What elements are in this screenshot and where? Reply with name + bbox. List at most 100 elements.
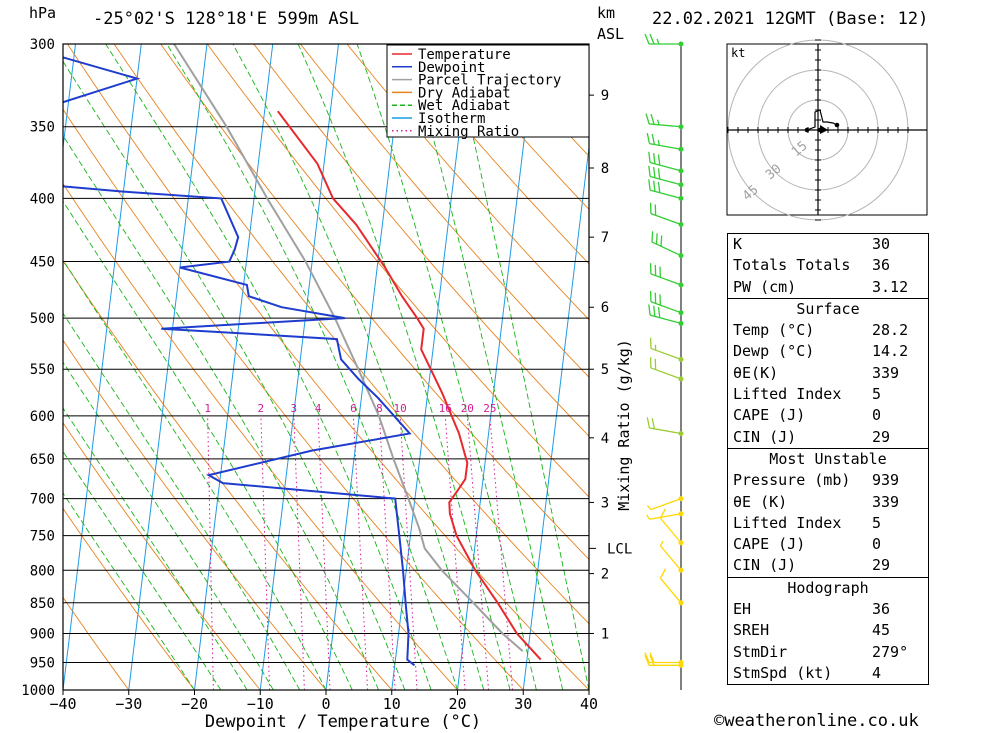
- wind-barb-half: [659, 540, 664, 547]
- index-label: CIN (J): [733, 556, 797, 575]
- x-tick-label: −10: [247, 695, 274, 713]
- wind-barb-flag: [651, 231, 654, 243]
- index-row: CAPE (J) 0: [728, 405, 928, 426]
- index-row: θE(K) 339: [728, 363, 928, 384]
- mixing-ratio-line: [352, 415, 369, 690]
- index-value: 29: [872, 556, 891, 575]
- legend-label: Isotherm: [418, 111, 485, 127]
- index-row: Temp (°C) 28.2: [728, 320, 928, 341]
- wind-barb-staff: [649, 513, 682, 520]
- height-km-label: 4: [601, 431, 609, 447]
- x-tick-label: −20: [181, 695, 208, 713]
- wet-adiabat-line: [407, 44, 564, 690]
- index-row: Lifted Index 5: [728, 384, 928, 405]
- height-km-label: 7: [601, 230, 609, 246]
- wind-barb-flag: [657, 154, 661, 166]
- most-unstable-section-title: Most Unstable: [728, 447, 928, 470]
- pressure-tick-label: 550: [30, 362, 55, 378]
- wind-barb-flag: [648, 304, 651, 316]
- surface-section-title: Surface: [728, 297, 928, 320]
- wind-barb-flag: [651, 418, 656, 429]
- mixing-ratio-line: [489, 415, 514, 690]
- index-value: 339: [872, 492, 900, 511]
- dry-adiabat-line: [67, 44, 589, 690]
- mixing-ratio-line: [378, 415, 396, 690]
- dry-adiabat-line: [346, 44, 589, 321]
- index-row: K 30: [728, 234, 928, 255]
- mixing-ratio-label: 10: [393, 402, 406, 415]
- pressure-tick-label: 750: [30, 529, 55, 545]
- mixing-ratio-label: 4: [315, 402, 322, 415]
- wind-barb: [659, 540, 682, 571]
- wind-barb-flag: [644, 33, 650, 45]
- wind-barb: [659, 508, 682, 544]
- index-row: Totals Totals 36: [728, 255, 928, 276]
- index-label: EH: [733, 600, 752, 619]
- mixing-ratio-labels: 1 2 3 4 6 8 10 16 20 25: [204, 402, 496, 415]
- index-value: 29: [872, 427, 891, 446]
- wet-adiabat-line: [356, 44, 537, 690]
- height-km-label: 1: [601, 626, 609, 642]
- index-value: 0: [872, 535, 882, 554]
- index-label: Temp (°C): [733, 321, 815, 340]
- wind-barb-flag: [646, 417, 651, 429]
- wind-barb-flag: [652, 153, 656, 164]
- wind-barb-flag: [654, 292, 657, 304]
- wind-barb-half: [654, 344, 657, 351]
- pressure-tick-label: 300: [30, 37, 55, 53]
- mixing-ratio-label: 8: [376, 402, 383, 415]
- wet-adiabat-line: [452, 44, 589, 690]
- wind-barb-staff: [650, 273, 682, 286]
- temperature-curve: [277, 110, 542, 661]
- pressure-tick-label: 950: [30, 655, 55, 671]
- index-row: SREH 45: [728, 620, 928, 641]
- wind-barb: [648, 151, 682, 172]
- mixing-ratio-label: 2: [258, 402, 265, 415]
- wind-barb-flag: [652, 167, 656, 178]
- x-tick-label: 20: [448, 695, 466, 713]
- wind-barb: [644, 33, 681, 45]
- pressure-tick-label: 600: [30, 409, 55, 425]
- wind-barb-flag: [654, 264, 657, 276]
- index-label: Pressure (mb): [733, 471, 851, 490]
- dry-adiabat-line: [393, 44, 589, 265]
- wind-barb-flag: [657, 168, 661, 180]
- index-label: Lifted Index: [733, 385, 842, 404]
- wind-barb-flag: [649, 290, 652, 302]
- x-tick-label: 30: [514, 695, 532, 713]
- wind-barb: [651, 231, 682, 257]
- location-title: -25°02'S 128°18'E 599m ASL: [93, 9, 360, 29]
- index-row: StmSpd (kt) 4: [728, 663, 928, 684]
- wind-barb-flag: [659, 568, 667, 579]
- index-row: EH 36: [728, 599, 928, 620]
- hodograph-trace: [806, 109, 838, 131]
- legend-box: [386, 44, 590, 138]
- wind-barb: [648, 304, 682, 325]
- index-row: PW (cm) 3.12: [728, 277, 928, 298]
- wind-barb-flag: [651, 133, 656, 145]
- wind-barb-staff: [659, 545, 682, 571]
- height-unit-asl: ASL: [597, 25, 625, 43]
- wet-adiabat-line: [63, 60, 406, 690]
- wind-barb-flag: [649, 652, 655, 663]
- mixing-ratio-line: [444, 415, 466, 690]
- isotherm-line: [259, 44, 340, 690]
- wind-barb-column: [644, 33, 684, 690]
- wind-barb: [648, 165, 682, 186]
- wind-barb-staff: [650, 347, 682, 360]
- dry-adiabat-line: [63, 596, 130, 690]
- index-label: CAPE (J): [733, 535, 806, 554]
- legend-label: Temperature: [418, 47, 511, 63]
- x-tick-label: −30: [115, 695, 142, 713]
- mixing-ratio-label: 6: [350, 402, 357, 415]
- height-km-label: 5: [601, 362, 609, 378]
- mixing-ratio-label: 25: [483, 402, 496, 415]
- x-axis-label: Dewpoint / Temperature (°C): [205, 712, 481, 732]
- pressure-tick-label: 500: [30, 311, 55, 327]
- wet-adiabat-line: [105, 44, 432, 690]
- dry-adiabat-line: [63, 260, 393, 690]
- wind-barb-flag: [649, 337, 652, 349]
- pressure-tick-label: 350: [30, 120, 55, 136]
- wind-barb-flag: [649, 655, 655, 666]
- dry-adiabat-line: [63, 507, 195, 690]
